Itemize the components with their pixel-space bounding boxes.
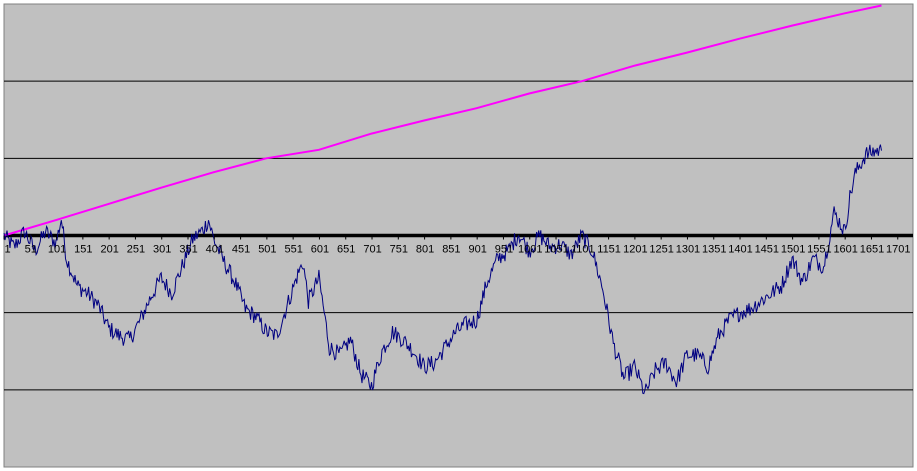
x-tick-label: 951 (495, 244, 513, 256)
x-tick-label: 851 (442, 244, 460, 256)
x-tick-label: 1501 (781, 244, 805, 256)
x-tick-label: 401 (206, 244, 224, 256)
x-tick-label: 901 (468, 244, 486, 256)
x-tick-label: 151 (74, 244, 92, 256)
x-tick-label: 101 (48, 244, 66, 256)
x-tick-label: 1551 (807, 244, 831, 256)
grid-lines (4, 80, 913, 391)
series-line-navy (3, 144, 882, 395)
x-tick-label: 51 (25, 244, 37, 256)
x-tick-label: 1601 (833, 244, 857, 256)
x-tick-label: 1 (5, 244, 11, 256)
x-tick-label: 1401 (728, 244, 752, 256)
x-tick-label: 1301 (676, 244, 700, 256)
x-tick-label: 651 (337, 244, 355, 256)
x-tick-label: 1201 (623, 244, 647, 256)
series-line-magenta (3, 4, 882, 237)
x-tick-label: 251 (127, 244, 145, 256)
x-tick-label: 1651 (860, 244, 884, 256)
x-tick-label: 751 (390, 244, 408, 256)
x-tick-label: 701 (363, 244, 381, 256)
x-axis: 1 51 101 151 201 251 301 351 401 451 501 551 601 651 7… (3, 235, 910, 256)
x-tick-label: 1151 (597, 244, 621, 256)
x-tick-label: 1701 (886, 244, 910, 256)
series-layer (3, 4, 882, 395)
x-tick-label: 551 (284, 244, 302, 256)
x-tick-label: 301 (153, 244, 171, 256)
x-tick-label: 1251 (649, 244, 673, 256)
x-tick-label: 1051 (544, 244, 568, 256)
x-tick-label: 1451 (755, 244, 779, 256)
x-tick-label: 1001 (518, 244, 542, 256)
x-tick-label: 351 (179, 244, 197, 256)
x-tick-label: 501 (258, 244, 276, 256)
x-tick-label: 1101 (571, 244, 595, 256)
x-tick-label: 601 (311, 244, 329, 256)
x-tick-label: 1351 (702, 244, 726, 256)
x-tick-label: 801 (416, 244, 434, 256)
x-tick-label: 201 (100, 244, 118, 256)
x-tick-label: 451 (232, 244, 250, 256)
